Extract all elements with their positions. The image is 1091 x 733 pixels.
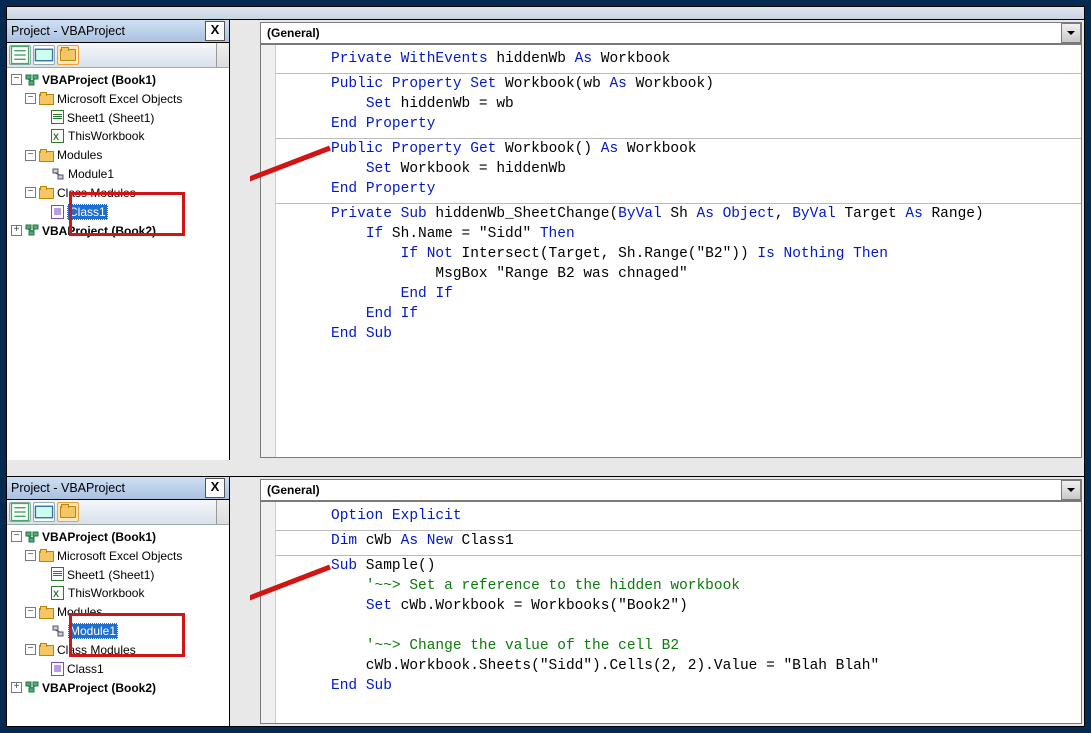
project-title-bar: Project - VBAProject X — [7, 20, 229, 43]
worksheet-icon — [51, 567, 64, 581]
vertical-splitter[interactable] — [230, 20, 250, 460]
project-scrollbar[interactable] — [216, 43, 229, 67]
code-gutter — [261, 45, 276, 457]
toggle-folders-button[interactable] — [57, 45, 79, 65]
dropdown-arrow-icon[interactable] — [1061, 23, 1081, 43]
dropdown-arrow-icon[interactable] — [1061, 480, 1081, 500]
folder-icon — [39, 551, 54, 562]
project-tree-bottom[interactable]: −VBAProject (Book1) −Microsoft Excel Obj… — [7, 525, 229, 726]
tree-project-book1[interactable]: VBAProject (Book1) — [42, 530, 156, 544]
tree-class-modules-folder[interactable]: Class Modules — [57, 186, 136, 200]
view-code-button[interactable] — [9, 502, 31, 522]
tree-thisworkbook[interactable]: ThisWorkbook — [68, 586, 144, 600]
tree-modules-folder[interactable]: Modules — [57, 148, 102, 162]
tree-project-book2[interactable]: VBAProject (Book2) — [42, 680, 156, 694]
view-code-button[interactable] — [9, 45, 31, 65]
object-dropdown[interactable]: (General) — [260, 22, 1082, 44]
folder-icon — [39, 645, 54, 656]
folder-icon — [39, 188, 54, 199]
module-icon — [51, 167, 65, 181]
module-icon — [51, 624, 65, 638]
pane-gap — [7, 460, 1084, 476]
project-scrollbar[interactable] — [216, 500, 229, 524]
tree-module1[interactable]: Module1 — [68, 167, 114, 181]
tree-module1[interactable]: Module1 — [68, 623, 118, 639]
tree-sheet1[interactable]: Sheet1 (Sheet1) — [67, 110, 154, 124]
tree-sheet1[interactable]: Sheet1 (Sheet1) — [67, 567, 154, 581]
tree-modules-folder[interactable]: Modules — [57, 605, 102, 619]
project-title-bar: Project - VBAProject X — [7, 477, 229, 500]
class-icon — [51, 205, 64, 219]
object-dropdown-label: (General) — [267, 483, 320, 497]
tree-project-book2[interactable]: VBAProject (Book2) — [42, 223, 156, 237]
view-object-button[interactable] — [33, 502, 55, 522]
project-explorer-bottom: Project - VBAProject X −VBAProject (Book… — [7, 477, 230, 726]
top-toolbar — [7, 7, 1084, 20]
project-title: Project - VBAProject — [11, 481, 205, 495]
tree-class1[interactable]: Class1 — [67, 662, 104, 676]
workbook-icon — [51, 129, 65, 143]
tree-class1[interactable]: Class1 — [67, 204, 108, 220]
tree-class-modules-folder[interactable]: Class Modules — [57, 643, 136, 657]
worksheet-icon — [51, 110, 64, 124]
toggle-folders-button[interactable] — [57, 502, 79, 522]
project-toolbar — [7, 43, 229, 68]
tree-thisworkbook[interactable]: ThisWorkbook — [68, 129, 144, 143]
class-icon — [51, 662, 64, 676]
code-pane-bottom: (General) Option Explicit Dim cWb As New… — [250, 477, 1084, 726]
project-toolbar — [7, 500, 229, 525]
workbook-icon — [51, 586, 65, 600]
vertical-splitter[interactable] — [230, 477, 250, 726]
project-close-button[interactable]: X — [205, 21, 225, 41]
tree-excel-objects[interactable]: Microsoft Excel Objects — [57, 549, 182, 563]
project-tree-top[interactable]: −VBAProject (Book1) −Microsoft Excel Obj… — [7, 68, 229, 460]
view-object-button[interactable] — [33, 45, 55, 65]
object-dropdown-label: (General) — [267, 26, 320, 40]
folder-icon — [39, 608, 54, 619]
tree-project-book1[interactable]: VBAProject (Book1) — [42, 73, 156, 87]
code-pane-top: (General) Private WithEvents hiddenWb As… — [250, 20, 1084, 460]
project-close-button[interactable]: X — [205, 478, 225, 498]
folder-icon — [39, 151, 54, 162]
code-gutter — [261, 502, 276, 723]
tree-excel-objects[interactable]: Microsoft Excel Objects — [57, 92, 182, 106]
project-title: Project - VBAProject — [11, 24, 205, 38]
project-explorer-top: Project - VBAProject X −VBAProject (Book… — [7, 20, 230, 460]
folder-icon — [39, 94, 54, 105]
object-dropdown[interactable]: (General) — [260, 479, 1082, 501]
